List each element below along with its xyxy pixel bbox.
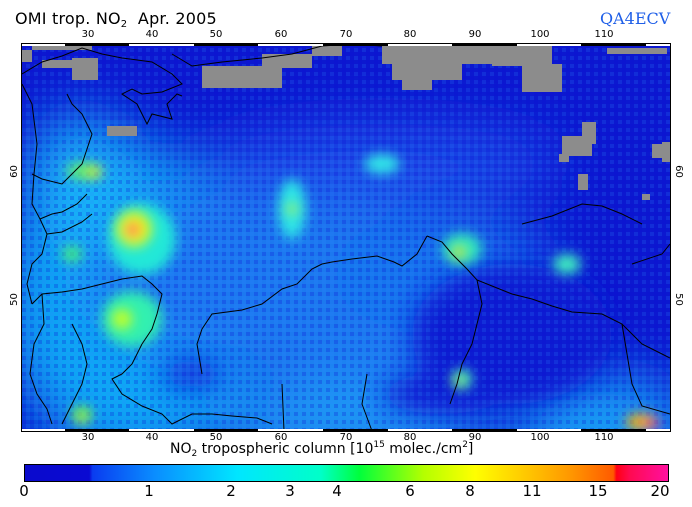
xlabel-part: NO <box>170 441 192 457</box>
frame-scale-bar <box>452 429 517 431</box>
title-subscript: 2 <box>120 19 128 30</box>
frame-scale-bar <box>646 44 670 46</box>
longitude-tick-label: 70 <box>339 29 353 40</box>
xlabel-sup: 2 <box>462 440 468 450</box>
longitude-tick-label: 100 <box>530 432 550 443</box>
frame-scale-bar <box>129 429 194 431</box>
latitude-tick-label: 50 <box>672 293 684 306</box>
longitude-tick-label: 40 <box>145 432 159 443</box>
colorbar-tick-label: 3 <box>285 482 295 500</box>
missing-data-areas <box>22 44 670 200</box>
frame-scale-bar <box>516 44 582 46</box>
frame-scale-bar <box>516 429 582 431</box>
longitude-tick-label: 60 <box>274 29 288 40</box>
longitude-tick-label: 110 <box>594 432 614 443</box>
xlabel-part: tropospheric column [10 <box>197 441 374 457</box>
frame-scale-bar <box>323 429 388 431</box>
longitude-tick-label: 90 <box>468 29 482 40</box>
latitude-tick-label: 60 <box>8 165 20 178</box>
longitude-tick-label: 80 <box>403 432 417 443</box>
frame-scale-bar <box>22 44 65 46</box>
frame-scale-bar <box>646 429 670 431</box>
frame-scale-bar <box>452 44 517 46</box>
longitude-tick-label: 110 <box>594 29 614 40</box>
brand-logo-text: QA4ECV <box>600 9 671 28</box>
latitude-tick-label: 60 <box>672 165 684 178</box>
frame-scale-bar <box>129 44 194 46</box>
colorbar-tick-label: 20 <box>650 482 670 500</box>
xlabel-sub: 2 <box>191 449 198 459</box>
frame-scale-bar <box>323 44 388 46</box>
frame-scale-bar <box>193 429 259 431</box>
longitude-tick-label: 40 <box>145 29 159 40</box>
colorbar-tick-label: 6 <box>405 482 415 500</box>
frame-scale-bar <box>258 429 323 431</box>
frame-scale-bar <box>64 429 130 431</box>
title-text: OMI trop. NO <box>15 9 121 28</box>
no2-map-canvas <box>22 44 670 431</box>
colorbar-tick-label: 15 <box>588 482 608 500</box>
longitude-tick-label: 60 <box>274 432 288 443</box>
frame-scale-bar <box>387 44 453 46</box>
colorbar-tick-label: 1 <box>144 482 154 500</box>
frame-scale-bar <box>22 429 65 431</box>
frame-scale-bar <box>581 429 646 431</box>
longitude-tick-label: 50 <box>209 29 223 40</box>
frame-scale-bar <box>581 44 646 46</box>
longitude-tick-label: 30 <box>81 29 95 40</box>
colorbar-tick-label: 0 <box>19 482 29 500</box>
frame-scale-bar <box>193 44 259 46</box>
xlabel-part: molec./cm <box>384 441 463 457</box>
latitude-tick-label: 50 <box>8 293 20 306</box>
frame-scale-bar <box>387 429 453 431</box>
no2-map <box>21 43 671 432</box>
longitude-tick-label: 80 <box>403 29 417 40</box>
country-borders <box>22 44 670 431</box>
colorbar-tick-label: 8 <box>465 482 475 500</box>
colorbar <box>24 464 669 482</box>
xlabel-sup: 15 <box>373 440 385 450</box>
frame-scale-bar <box>258 44 323 46</box>
longitude-tick-label: 50 <box>209 432 223 443</box>
longitude-tick-label: 30 <box>81 432 95 443</box>
colorbar-tick-label: 4 <box>332 482 342 500</box>
colorbar-tick-label: 2 <box>226 482 236 500</box>
map-title: OMI trop. NO2 Apr. 2005 <box>15 9 217 30</box>
longitude-tick-label: 90 <box>468 432 482 443</box>
colorbar-tick-label: 11 <box>522 482 542 500</box>
longitude-tick-label: 100 <box>530 29 550 40</box>
longitude-tick-label: 70 <box>339 432 353 443</box>
frame-scale-bar <box>64 44 130 46</box>
colorbar-axis-label: NO2 tropospheric column [1015 molec./cm2… <box>170 440 473 459</box>
title-date: Apr. 2005 <box>127 9 217 28</box>
xlabel-part: ] <box>467 441 474 457</box>
